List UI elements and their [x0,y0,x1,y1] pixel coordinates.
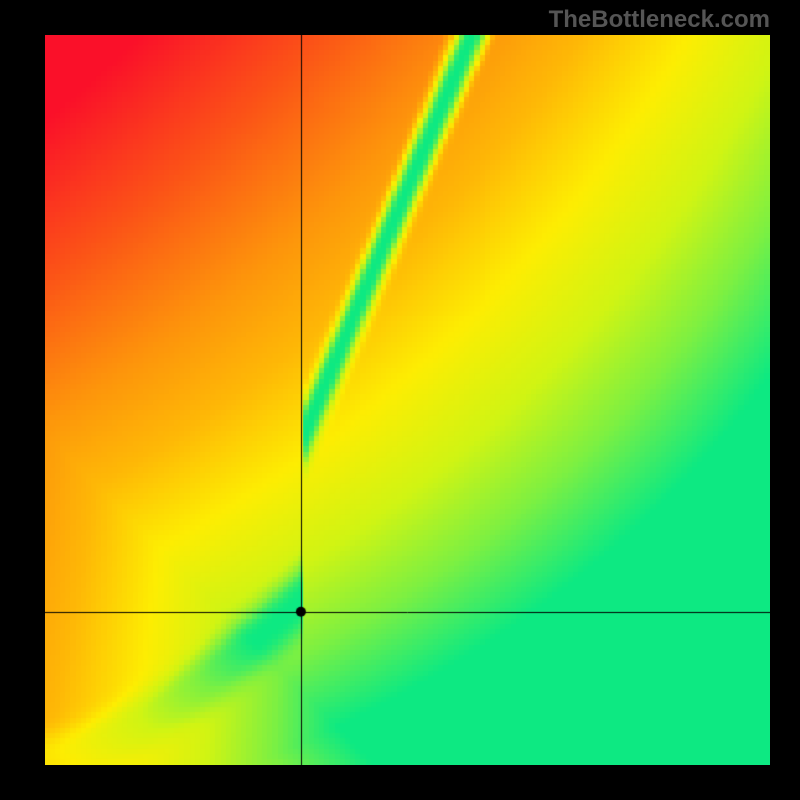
chart-container: TheBottleneck.com [0,0,800,800]
bottleneck-heatmap [45,35,770,765]
watermark-text: TheBottleneck.com [549,6,770,34]
